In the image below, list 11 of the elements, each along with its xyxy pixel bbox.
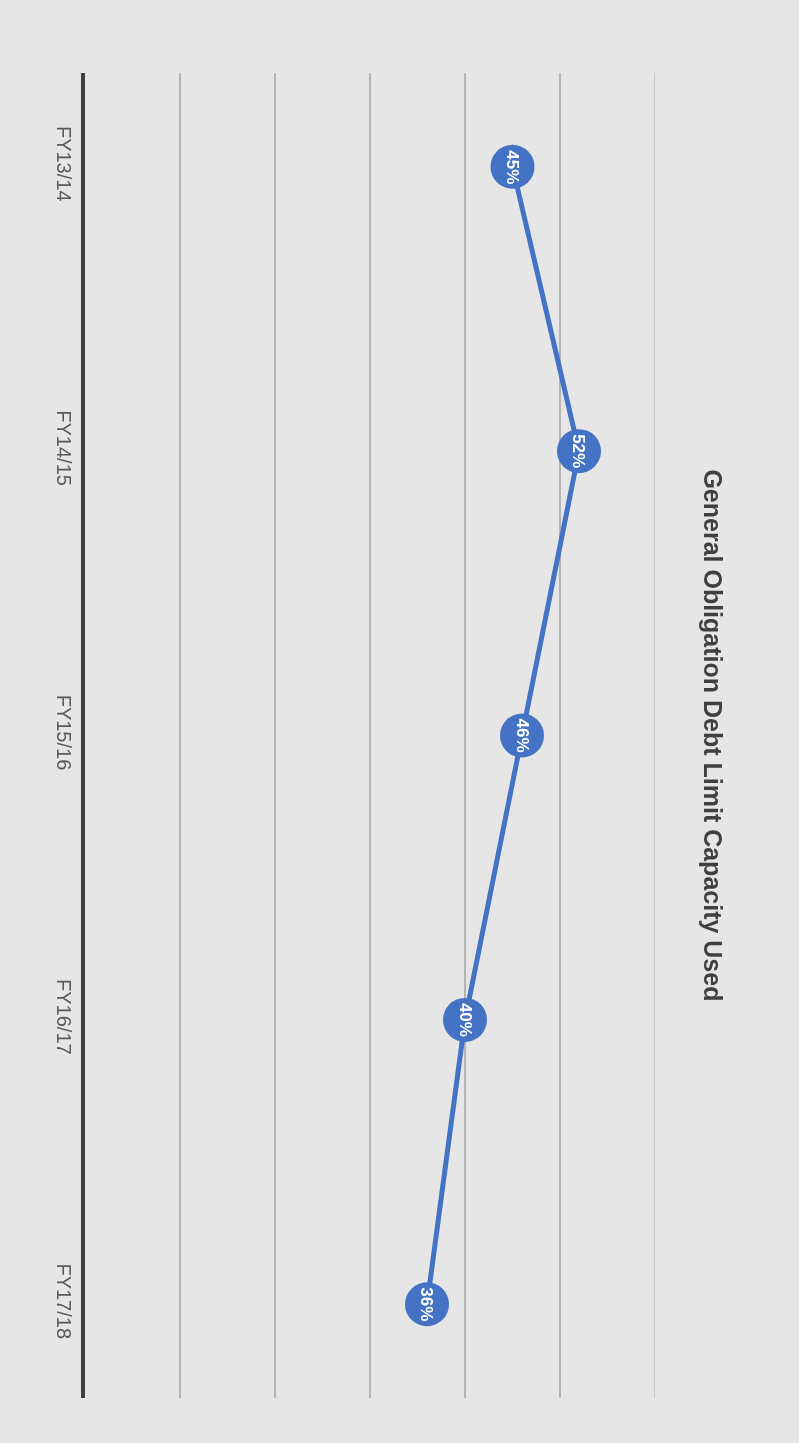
data-label: 40% bbox=[455, 1002, 475, 1037]
text: General Obligation Debt Limit Capacity Used bbox=[698, 469, 727, 1002]
y-tick-label: FY14/15 bbox=[53, 410, 75, 486]
y-tick-label: FY17/18 bbox=[53, 1263, 75, 1340]
data-label: 52% bbox=[569, 434, 589, 469]
data-label: 36% bbox=[417, 1287, 437, 1322]
y-tick-label: FY13/14 bbox=[53, 125, 75, 202]
y-tick-label: FY15/16 bbox=[53, 694, 75, 771]
data-label: 45% bbox=[503, 150, 523, 185]
data-label: 46% bbox=[512, 718, 532, 753]
y-tick-label: FY16/17 bbox=[53, 979, 75, 1055]
